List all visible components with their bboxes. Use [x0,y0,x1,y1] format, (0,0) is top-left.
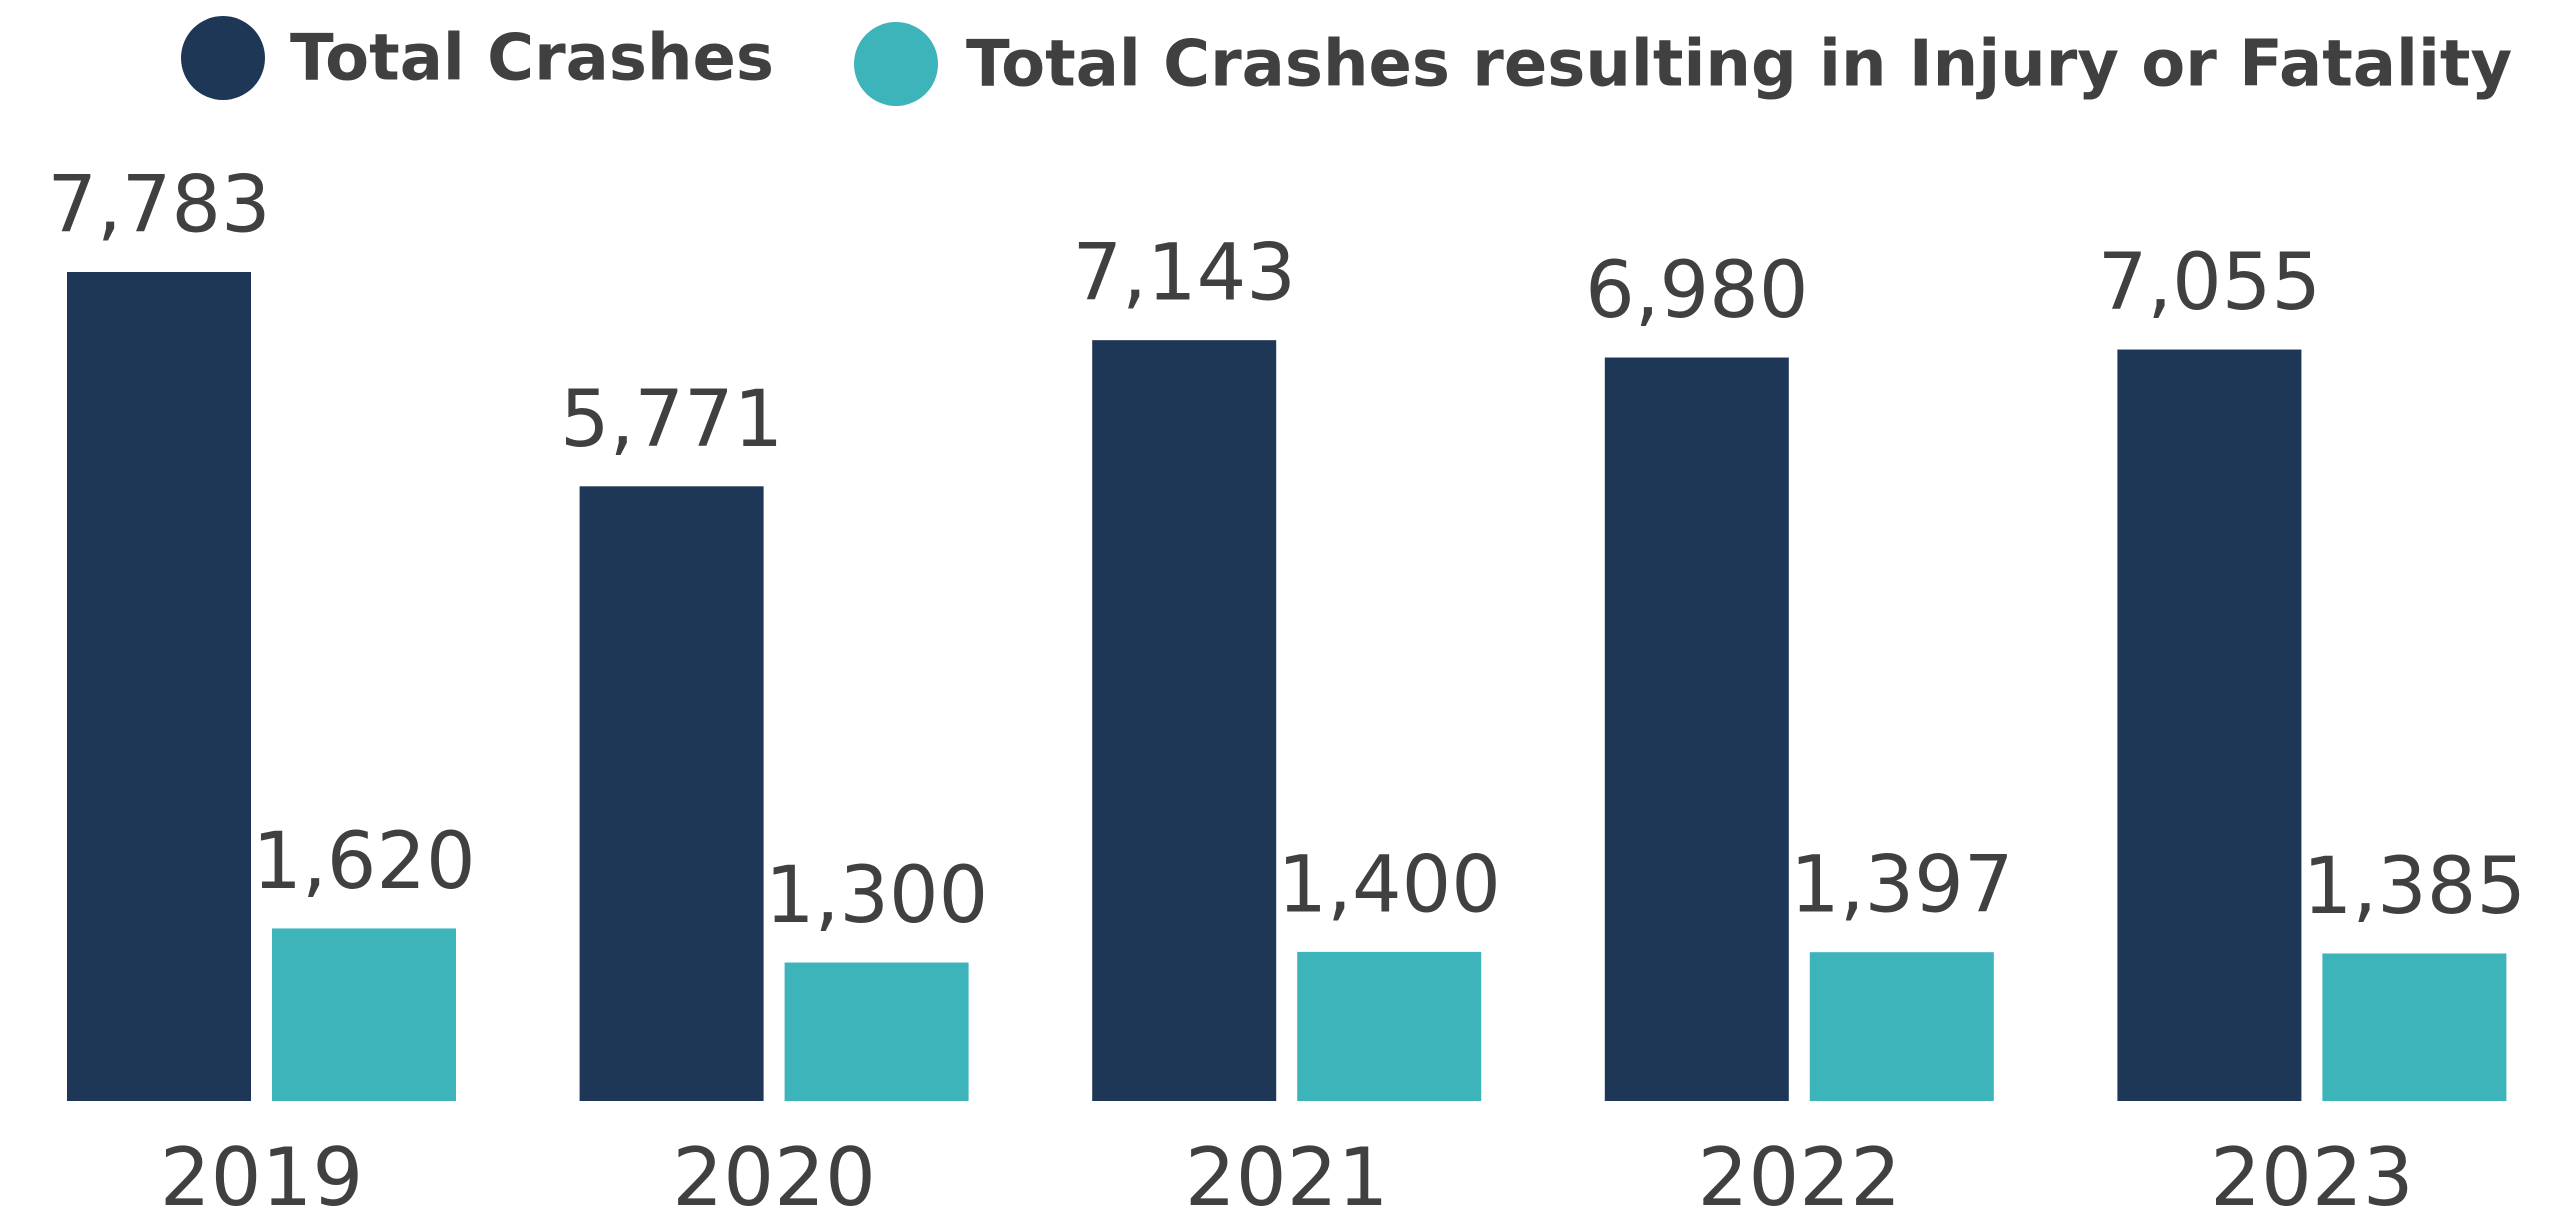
x-tick-label: 2023 [2210,1131,2414,1224]
bar [1092,340,1277,1102]
value-label: 1,397 [1790,841,2013,931]
bar [2117,349,2302,1101]
legend-swatch [181,16,265,100]
legend-label: Total Crashes [290,22,774,96]
value-label: 6,980 [1585,246,1808,336]
bar [272,928,456,1101]
x-tick-label: 2021 [1185,1131,1389,1224]
bar [1297,951,1482,1101]
legend-swatch [854,22,938,106]
value-label: 7,055 [2098,238,2321,328]
value-label: 1,620 [252,817,475,907]
value-label: 7,143 [1073,229,1296,319]
value-label: 7,783 [47,160,270,250]
x-tick-label: 2020 [672,1131,876,1224]
value-label: 1,400 [1278,840,1501,930]
x-tick-label: 2019 [160,1131,364,1224]
bar [2322,953,2507,1101]
legend-label: Total Crashes resulting in Injury or Fat… [966,28,2512,102]
x-tick-label: 2022 [1698,1131,1902,1224]
value-label: 5,771 [560,375,783,465]
value-label: 1,385 [2303,842,2526,932]
bar [1809,952,1994,1101]
bar [579,486,764,1101]
bar [1604,357,1789,1102]
bar [784,962,969,1101]
value-label: 1,300 [765,851,988,941]
bar [67,272,251,1101]
